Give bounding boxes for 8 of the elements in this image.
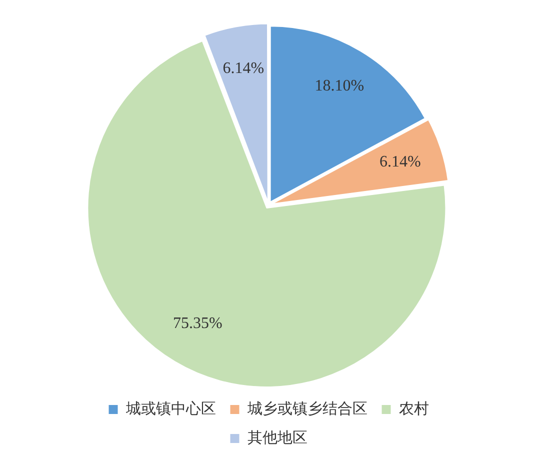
legend-label: 农村 — [398, 399, 429, 418]
data-label: 75.35% — [172, 315, 222, 332]
data-label: 18.10% — [314, 77, 364, 94]
data-label: 6.14% — [379, 154, 421, 171]
legend-label: 城乡或镇乡结合区 — [246, 399, 368, 418]
legend-label: 其他地区 — [247, 428, 308, 446]
legend-label: 城或镇中心区 — [124, 399, 216, 418]
data-label: 6.14% — [222, 60, 264, 78]
